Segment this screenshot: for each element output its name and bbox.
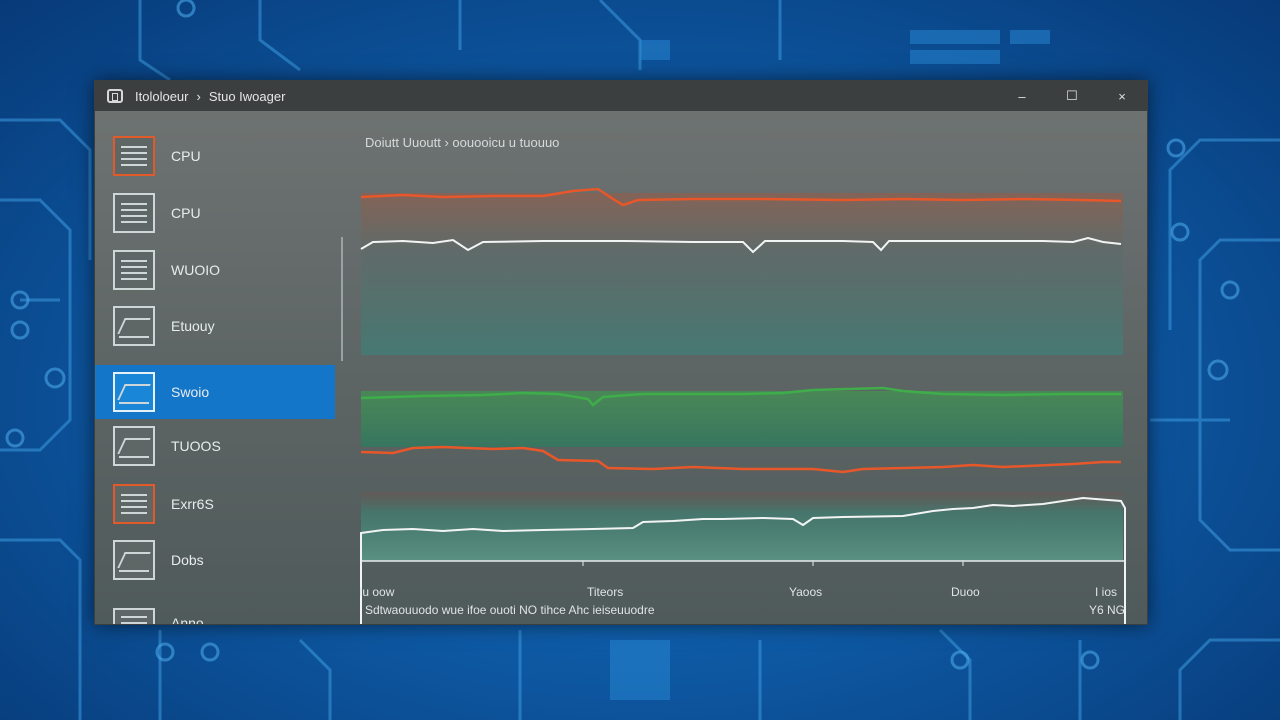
cpu-icon [113,193,155,233]
disk-icon [113,372,155,412]
graph-icon [113,540,155,580]
sidebar-item-wuoio[interactable]: WUOIO [95,243,335,297]
sidebar-item-label: Dobs [171,552,204,568]
chart-icon [113,306,155,346]
axis-label: Iu oow [359,585,395,599]
close-button[interactable]: × [1118,88,1126,104]
graph-2-green-line [360,386,1121,407]
title-part-2: Stuo Iwoager [208,88,286,104]
graph-1-area [361,193,1123,355]
title-part-1: Itololoeur [135,88,189,104]
status-footer: Sdtwaouuodo wue ifoe ouoti NO tihce Ahc … [365,603,655,617]
sidebar-item-swoio[interactable]: Swoio [95,365,335,419]
sidebar-item-label: Swoio [171,384,210,400]
task-manager-window: Itololoeur › Stuo Iwoager – ☐ × CPU CPU WU… [94,80,1148,625]
panel-heading: Doiutt Uuoutt › oouooicu u tuouuo [365,135,560,150]
title-bar[interactable]: Itololoeur › Stuo Iwoager – ☐ × [95,81,1147,111]
sidebar-item-label: Exrr6S [171,496,214,512]
axis-label: Titeors [587,585,624,599]
storage-icon [113,608,155,624]
graph-1-white-line [360,236,1122,254]
sidebar-item-cpu-2[interactable]: CPU [95,186,335,240]
window-controls: – ☐ × [997,81,1147,111]
axis-label: Yaoos [789,585,823,599]
sidebar-item-label: CPU [171,205,201,221]
sidebar-item-label: WUOIO [171,262,220,278]
performance-graphs [360,187,1126,624]
sidebar-item-etuouy[interactable]: Etuouy [95,299,335,353]
sidebar-item-label: CPU [171,148,201,164]
gpu-icon [113,484,155,524]
axis-label: Duoo [951,585,980,599]
graph-2-area [361,391,1123,447]
sidebar-item-dobs[interactable]: Dobs [95,533,335,587]
sidebar-item-label: Etuouy [171,318,215,334]
sidebar-item-label: Anno [171,615,204,625]
sidebar-item-cpu-1[interactable]: CPU [95,129,335,183]
status-footer-value: Y6 NG [1088,603,1125,617]
main-panel: Doiutt Uuoutt › oouooicu u tuouuo [343,111,1147,624]
graph-1-orange-line [360,187,1122,207]
minimize-button[interactable]: – [1018,88,1026,104]
app-icon [107,89,123,103]
sidebar-item-label: TUOOS [171,438,221,454]
axis-label: I ios [1095,585,1118,599]
sidebar-item-anno[interactable]: Anno [95,589,335,625]
sidebar-item-exrr6s[interactable]: Exrr6S [95,477,335,531]
graph-icon [113,426,155,466]
window-title: Itololoeur › Stuo Iwoager [135,89,285,104]
graph-4-area [361,492,1123,561]
list-icon [113,250,155,290]
maximize-button[interactable]: ☐ [1066,88,1078,103]
graph-4-white-line [360,496,1126,624]
graph-3-orange-line [360,445,1121,474]
sidebar: CPU CPU WUOIO Etuouy Swoio TUOOS Exrr6S [95,111,340,624]
sidebar-item-tuoos[interactable]: TUOOS [95,419,335,473]
cpu-icon [113,136,155,176]
sidebar-divider [341,237,343,361]
title-separator: › [196,88,201,104]
